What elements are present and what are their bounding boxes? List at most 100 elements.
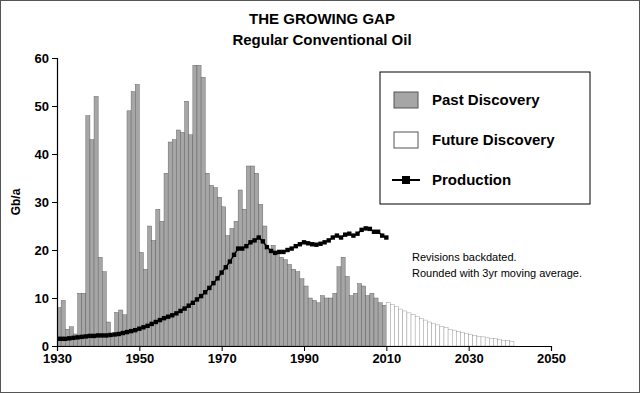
marker	[67, 336, 71, 340]
bar	[390, 305, 394, 346]
marker	[269, 249, 273, 253]
bar	[189, 135, 193, 346]
marker	[199, 294, 203, 298]
bar	[428, 322, 432, 346]
marker	[121, 331, 125, 335]
bar	[432, 323, 436, 346]
bar	[288, 264, 292, 346]
bar	[131, 92, 135, 346]
tick: 2030	[455, 346, 484, 366]
marker	[158, 318, 162, 322]
bar	[440, 326, 444, 346]
tick-mark	[52, 106, 57, 107]
bar	[333, 293, 337, 346]
marker	[59, 337, 63, 341]
tick-mark	[52, 298, 57, 299]
tick-label: 20	[35, 243, 49, 258]
bar	[415, 317, 419, 346]
bar	[160, 221, 164, 346]
marker	[318, 242, 322, 246]
bar	[304, 286, 308, 346]
tick-label: 60	[35, 51, 49, 66]
bar	[98, 257, 102, 346]
marker	[294, 244, 298, 248]
marker	[351, 233, 355, 237]
marker	[335, 233, 339, 237]
bar	[152, 240, 156, 346]
tick: 60	[35, 51, 57, 66]
legend-item: Future Discovery	[394, 131, 555, 148]
marker	[211, 281, 215, 285]
frame	[1, 1, 640, 393]
bar	[448, 329, 452, 346]
bar	[465, 334, 469, 346]
marker	[327, 238, 331, 242]
tick-label: 1950	[125, 351, 154, 366]
marker	[71, 336, 75, 340]
bar	[205, 173, 209, 346]
marker	[343, 232, 347, 236]
bar	[382, 305, 386, 346]
bar	[370, 293, 374, 346]
bar	[506, 341, 510, 346]
bar	[230, 228, 234, 346]
bar	[386, 303, 390, 346]
legend-label: Past Discovery	[432, 91, 540, 108]
marker	[80, 335, 84, 339]
tick-label: 2030	[455, 351, 484, 366]
marker	[125, 330, 129, 334]
bar	[497, 340, 501, 346]
marker	[228, 259, 232, 263]
marker	[302, 240, 306, 244]
legend: Past DiscoveryFuture DiscoveryProduction	[380, 72, 590, 204]
bar	[378, 303, 382, 346]
marker	[289, 246, 293, 250]
bar	[197, 65, 201, 346]
marker	[215, 276, 219, 280]
tick-mark	[52, 250, 57, 251]
bar	[135, 84, 139, 346]
tick: 2050	[537, 346, 566, 366]
marker	[281, 250, 285, 254]
marker	[154, 320, 158, 324]
bar	[353, 293, 357, 346]
bar	[94, 96, 98, 346]
marker	[178, 309, 182, 313]
bar	[366, 296, 370, 346]
marker	[355, 231, 359, 235]
bar	[292, 269, 296, 346]
marker	[203, 290, 207, 294]
marker	[170, 313, 174, 317]
y-axis-title: Gb/a	[9, 188, 23, 215]
bar	[275, 252, 279, 346]
bar	[469, 334, 473, 346]
marker	[195, 297, 199, 301]
bar	[395, 307, 399, 346]
bar	[90, 140, 94, 346]
bar-series	[386, 303, 514, 346]
tick: 1970	[208, 346, 237, 366]
tick: 2010	[372, 346, 401, 366]
bar	[271, 245, 275, 346]
bar	[485, 338, 489, 346]
marker	[285, 248, 289, 252]
marker	[117, 332, 121, 336]
marker	[314, 243, 318, 247]
bar	[181, 132, 185, 346]
bar	[312, 300, 316, 346]
x-axis: 1930195019701990201020302050	[43, 346, 566, 366]
marker	[384, 235, 388, 239]
marker	[224, 265, 228, 269]
marker	[145, 324, 149, 328]
bar	[399, 309, 403, 346]
bar	[213, 188, 217, 346]
bar	[209, 185, 213, 346]
marker	[149, 322, 153, 326]
annotation: Rounded with 3yr moving average.	[412, 267, 582, 279]
marker	[310, 242, 314, 246]
marker	[339, 235, 343, 239]
bar	[444, 328, 448, 346]
bar	[143, 269, 147, 346]
marker	[129, 329, 133, 333]
bar	[473, 335, 477, 346]
